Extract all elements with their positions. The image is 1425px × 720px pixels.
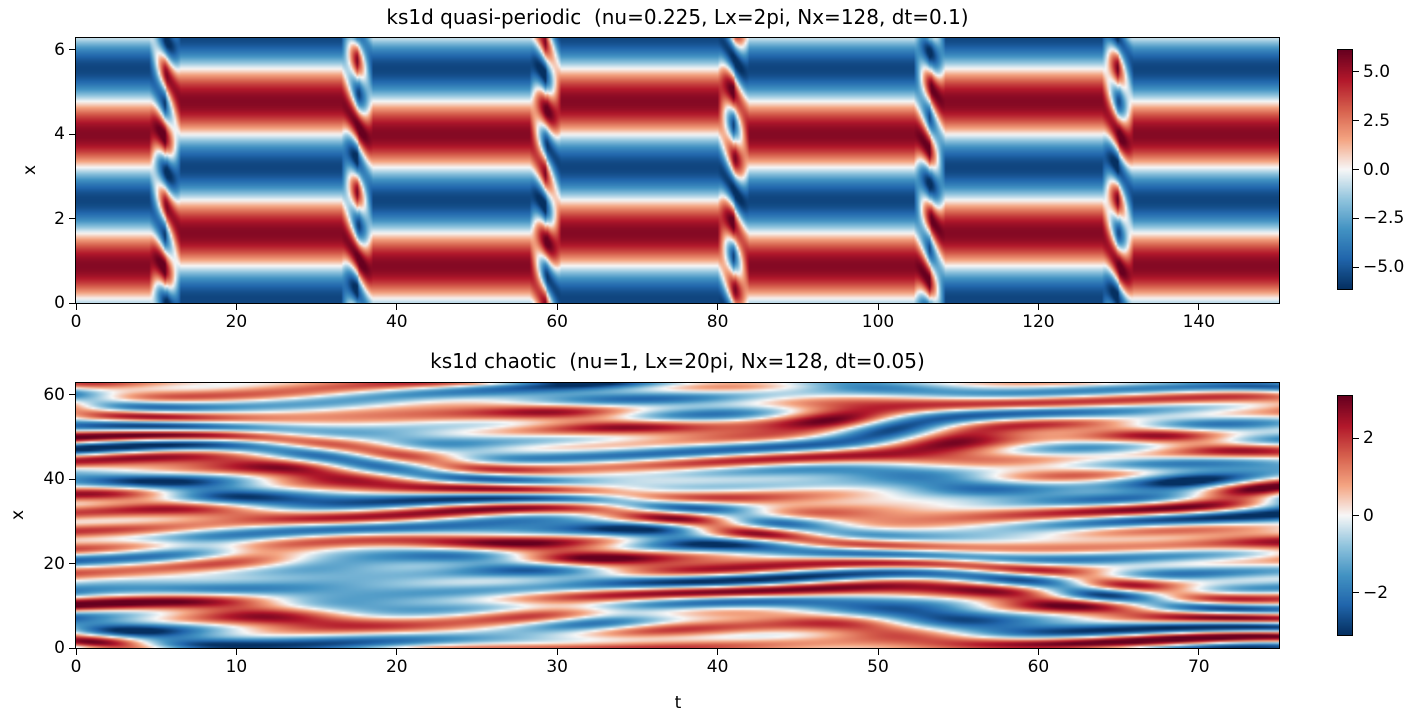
panel2-xtick-mark	[396, 649, 398, 655]
panel2-cbar-tick-label: 2	[1363, 428, 1374, 449]
panel1-cbar-tick-mark	[1353, 217, 1359, 219]
panel1-ytick-label: 6	[54, 39, 65, 60]
panel1-xtick-mark	[877, 304, 879, 310]
panel2-xtick-mark	[235, 649, 237, 655]
panel2-ytick-mark	[69, 394, 75, 396]
panel2-colorbar	[1338, 396, 1352, 635]
panel2-cbar-tick-mark	[1353, 437, 1359, 439]
panel1-ytick-label: 2	[54, 208, 65, 229]
panel2-ytick-mark	[69, 647, 75, 649]
panel1-ytick-label: 0	[54, 293, 65, 313]
panel2-cbar-tick-mark	[1353, 515, 1359, 516]
panel2-xtick-label: 40	[706, 657, 729, 677]
panel1-xtick-mark	[1037, 304, 1039, 310]
panel1-heatmap	[76, 38, 1279, 303]
panel2-title: ks1d chaotic (nu=1, Lx=20pi, Nx=128, dt=…	[430, 349, 925, 373]
panel1-ytick-label: 4	[54, 124, 65, 145]
panel1-xtick-mark	[717, 304, 719, 310]
panel1-ylabel: x	[20, 164, 40, 176]
panel1-xtick-label: 40	[385, 312, 408, 332]
panel2-xtick-mark	[717, 649, 719, 655]
panel2-ytick-mark	[69, 478, 75, 480]
panel2-ytick-label: 40	[43, 469, 65, 490]
panel1-xtick-label: 80	[706, 312, 729, 332]
panel2-xtick-mark	[1037, 649, 1039, 655]
panel1-xtick-label: 0	[70, 312, 82, 332]
panel2-cbar-tick-mark	[1353, 592, 1359, 594]
panel1-ytick-mark	[69, 218, 75, 220]
panel1-xtick-mark	[396, 304, 398, 310]
panel1-colorbar	[1338, 50, 1352, 289]
panel1-xtick-label: 20	[225, 312, 248, 332]
panel2-xtick-mark	[1198, 649, 1200, 655]
panel1-xtick-label: 120	[1022, 312, 1055, 332]
panel1-xtick-mark	[1198, 304, 1200, 310]
panel2-xlabel: t	[674, 693, 682, 713]
panel2-ytick-label: 20	[43, 553, 65, 574]
panel2-ylabel: x	[8, 509, 28, 521]
panel2-ytick-label: 60	[43, 384, 65, 405]
panel1-cbar-tick-mark	[1353, 120, 1359, 122]
panel1-ytick-mark	[69, 133, 75, 135]
panel1-cbar-tick-label: 5.0	[1363, 61, 1391, 82]
panel2-xtick-mark	[556, 649, 558, 655]
panel1-cbar-tick-label: −2.5	[1363, 208, 1405, 229]
panel1-xtick-label: 140	[1182, 312, 1216, 332]
panel2-heatmap	[76, 383, 1279, 648]
panel2-cbar-tick-label: −2	[1363, 582, 1389, 603]
panel1-cbar-tick-label: 2.5	[1363, 110, 1391, 131]
panel1-cbar-tick-label: 0.0	[1363, 159, 1391, 180]
panel1-xtick-label: 60	[546, 312, 569, 332]
panel1-cbar-tick-mark	[1353, 266, 1359, 268]
panel2-ytick-mark	[69, 563, 75, 565]
panel2-xtick-label: 30	[546, 657, 569, 677]
panel1-xtick-mark	[235, 304, 237, 310]
panel1-cbar-tick-mark	[1353, 71, 1359, 73]
panel1-cbar-tick-label: −5.0	[1363, 257, 1405, 278]
panel2-cbar-tick-label: 0	[1363, 505, 1374, 526]
panel2-xtick-label: 70	[1187, 657, 1210, 677]
panel2-xtick-mark	[877, 649, 879, 655]
panel2-xtick-label: 60	[1027, 657, 1050, 677]
panel1-xtick-mark	[75, 304, 77, 310]
panel2-ytick-label: 0	[54, 638, 65, 658]
panel1-xtick-mark	[556, 304, 558, 310]
panel1-cbar-tick-mark	[1353, 169, 1359, 170]
panel2-xtick-label: 10	[225, 657, 248, 677]
panel1-ytick-mark	[69, 49, 75, 51]
panel1-ytick-mark	[69, 302, 75, 304]
panel1-title: ks1d quasi-periodic (nu=0.225, Lx=2pi, N…	[386, 5, 969, 29]
panel1-xtick-label: 100	[861, 312, 895, 332]
panel2-xtick-label: 50	[867, 657, 889, 677]
panel2-xtick-label: 20	[385, 657, 408, 677]
panel2-xtick-label: 0	[70, 657, 82, 677]
panel2-xtick-mark	[75, 649, 77, 655]
